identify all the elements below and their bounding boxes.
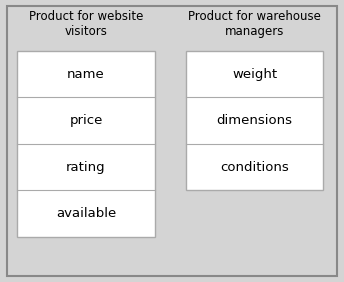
Text: price: price	[69, 114, 103, 127]
Text: conditions: conditions	[220, 160, 289, 174]
Bar	[17, 51, 155, 237]
Text: name: name	[67, 67, 105, 81]
Bar	[186, 51, 323, 190]
Text: rating: rating	[66, 160, 106, 174]
Text: Product for website
visitors: Product for website visitors	[29, 10, 143, 38]
Text: Product for warehouse
managers: Product for warehouse managers	[188, 10, 321, 38]
Text: weight: weight	[232, 67, 277, 81]
Text: available: available	[56, 207, 116, 220]
Text: dimensions: dimensions	[217, 114, 292, 127]
